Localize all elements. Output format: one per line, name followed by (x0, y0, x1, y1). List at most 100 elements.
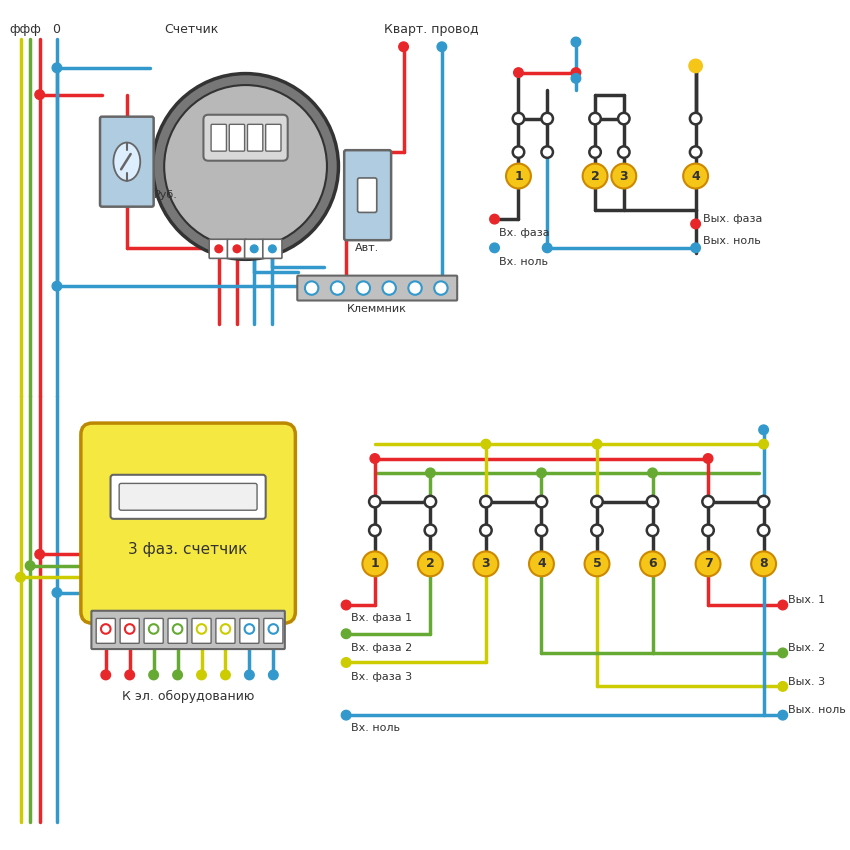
FancyBboxPatch shape (227, 239, 246, 258)
Circle shape (571, 74, 581, 83)
Text: Счетчик: Счетчик (164, 23, 218, 36)
Text: Кварт. провод: Кварт. провод (384, 23, 479, 36)
Circle shape (688, 60, 702, 72)
Circle shape (26, 561, 35, 570)
Circle shape (233, 245, 241, 252)
Circle shape (221, 670, 230, 680)
Text: 1: 1 (371, 558, 379, 570)
Circle shape (382, 281, 396, 295)
Circle shape (778, 648, 788, 658)
Text: Вх. ноль: Вх. ноль (499, 258, 548, 267)
Circle shape (418, 552, 443, 576)
Circle shape (589, 146, 601, 158)
Circle shape (513, 146, 524, 158)
Text: Вых. фаза: Вых. фаза (703, 214, 762, 224)
Text: 3: 3 (620, 169, 628, 183)
FancyBboxPatch shape (263, 239, 282, 258)
Circle shape (513, 113, 524, 124)
Text: 2: 2 (426, 558, 434, 570)
Circle shape (164, 85, 327, 248)
Circle shape (473, 552, 498, 576)
Circle shape (269, 624, 278, 634)
Text: Вх. фаза 1: Вх. фаза 1 (351, 614, 412, 623)
Text: Руб.: Руб. (154, 190, 178, 201)
Ellipse shape (113, 143, 140, 181)
Text: ффф: ффф (9, 23, 41, 36)
Circle shape (690, 113, 701, 124)
FancyBboxPatch shape (230, 124, 245, 151)
Text: Авт.: Авт. (355, 243, 379, 252)
FancyBboxPatch shape (240, 619, 259, 643)
Circle shape (647, 524, 658, 536)
Circle shape (529, 552, 554, 576)
Circle shape (481, 439, 490, 449)
Circle shape (490, 214, 499, 224)
Circle shape (331, 281, 344, 295)
Circle shape (408, 281, 422, 295)
Text: Вх. ноль: Вх. ноль (351, 722, 399, 733)
Circle shape (542, 243, 552, 252)
Circle shape (426, 468, 435, 478)
FancyBboxPatch shape (209, 239, 229, 258)
Circle shape (683, 163, 708, 189)
Text: 3 фаз. счетчик: 3 фаз. счетчик (128, 542, 248, 557)
Circle shape (342, 600, 351, 609)
Circle shape (589, 113, 601, 124)
Circle shape (173, 670, 183, 680)
Circle shape (618, 146, 630, 158)
FancyBboxPatch shape (81, 423, 295, 623)
Circle shape (480, 496, 491, 507)
Circle shape (490, 243, 499, 252)
Circle shape (758, 524, 769, 536)
FancyBboxPatch shape (92, 611, 285, 649)
Circle shape (357, 281, 370, 295)
Circle shape (437, 42, 446, 52)
FancyBboxPatch shape (203, 115, 287, 161)
Circle shape (342, 658, 351, 667)
Circle shape (592, 439, 602, 449)
Text: 4: 4 (537, 558, 546, 570)
Circle shape (536, 468, 547, 478)
Circle shape (196, 670, 207, 680)
Circle shape (369, 496, 381, 507)
Text: Вых. 1: Вых. 1 (788, 595, 824, 605)
FancyBboxPatch shape (358, 178, 377, 212)
Text: К эл. оборудованию: К эл. оборудованию (122, 689, 254, 703)
Text: Вх. фаза 2: Вх. фаза 2 (351, 643, 412, 653)
Text: 2: 2 (591, 169, 599, 183)
Text: 5: 5 (592, 558, 601, 570)
Text: 1: 1 (514, 169, 523, 183)
Circle shape (101, 624, 110, 634)
Circle shape (149, 624, 158, 634)
Circle shape (691, 243, 700, 252)
FancyBboxPatch shape (144, 619, 163, 643)
Circle shape (648, 468, 657, 478)
Text: Вых. ноль: Вых. ноль (703, 236, 761, 246)
Text: 4: 4 (691, 169, 700, 183)
Circle shape (221, 624, 230, 634)
Circle shape (425, 524, 436, 536)
FancyBboxPatch shape (100, 116, 154, 207)
FancyBboxPatch shape (298, 275, 457, 301)
FancyBboxPatch shape (266, 124, 281, 151)
Circle shape (571, 37, 581, 47)
Text: 7: 7 (704, 558, 712, 570)
Circle shape (582, 163, 608, 189)
FancyBboxPatch shape (96, 619, 116, 643)
Circle shape (362, 552, 388, 576)
Circle shape (758, 496, 769, 507)
Circle shape (778, 600, 788, 609)
Circle shape (342, 711, 351, 720)
Circle shape (541, 146, 553, 158)
Circle shape (690, 146, 701, 158)
Circle shape (370, 454, 380, 463)
Circle shape (759, 425, 768, 434)
Circle shape (369, 524, 381, 536)
Circle shape (640, 552, 665, 576)
Circle shape (52, 281, 62, 291)
Circle shape (425, 496, 436, 507)
Circle shape (541, 113, 553, 124)
FancyBboxPatch shape (216, 619, 235, 643)
Text: Клеммник: Клеммник (347, 304, 406, 314)
Circle shape (647, 496, 658, 507)
